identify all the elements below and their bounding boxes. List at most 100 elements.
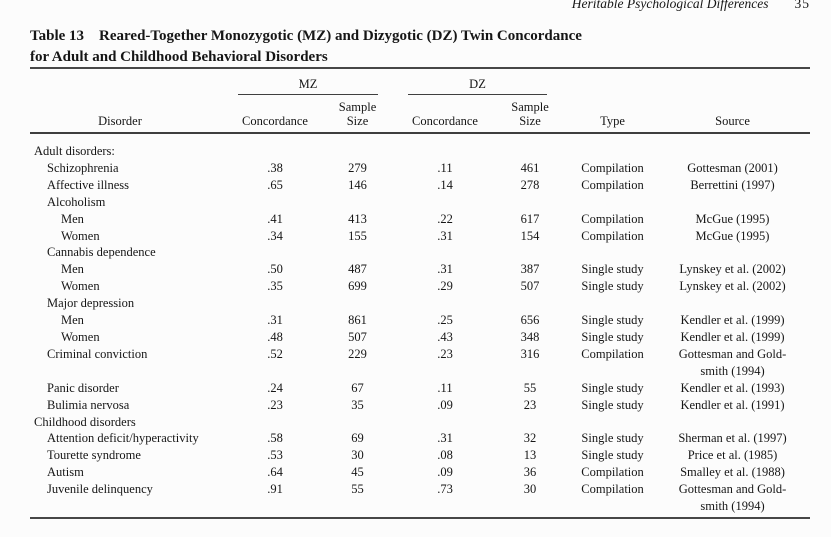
cell-dz-concordance: .29	[437, 279, 453, 294]
cell-disorder: Schizophrenia	[47, 160, 119, 175]
cell-mz-sample-size: 30	[351, 448, 364, 463]
table-row: Men .41 413 .22 617 Compilation McGue (1…	[30, 211, 810, 228]
cell-dz-concordance	[400, 133, 490, 160]
spanner-row: MZ DZ	[30, 68, 810, 95]
cell-disorder: Childhood disorders	[34, 414, 136, 429]
table-row: Men .31 861 .25 656 Single study Kendler…	[30, 312, 810, 329]
cell-source: Lynskey et al. (2002)	[679, 279, 786, 294]
column-header-mz-concordance: Concordance	[235, 95, 315, 134]
cell-source	[655, 133, 810, 160]
cell-dz-sample-size	[490, 414, 570, 431]
cell-source	[655, 295, 810, 312]
cell-mz-concordance: .58	[267, 431, 283, 446]
cell-dz-sample-size: 154	[520, 228, 540, 243]
cell-mz-concordance: .53	[267, 448, 283, 463]
table-caption-title-line1: Reared-Together Monozygotic (MZ) and Diz…	[99, 28, 582, 44]
cell-mz-concordance	[235, 194, 315, 211]
cell-dz-concordance	[400, 295, 490, 312]
cell-mz-sample-size: 229	[348, 346, 367, 361]
cell-disorder: Men	[61, 211, 84, 226]
cell-source	[655, 244, 810, 261]
cell-mz-concordance: .23	[267, 397, 283, 412]
cell-source: Price et al. (1985)	[687, 448, 778, 463]
cell-mz-concordance: .41	[267, 211, 283, 226]
cell-dz-sample-size: 278	[520, 177, 540, 192]
cell-type: Compilation	[581, 346, 644, 361]
cell-mz-concordance: .50	[267, 262, 283, 277]
cell-mz-concordance: .48	[267, 329, 283, 344]
cell-disorder: Women	[61, 228, 100, 243]
cell-dz-concordance: .23	[437, 346, 453, 361]
cell-dz-concordance: .09	[437, 397, 453, 412]
cell-type	[570, 414, 655, 431]
cell-type: Single study	[581, 313, 644, 328]
table-row: Bulimia nervosa .23 35 .09 23 Single stu…	[30, 397, 810, 414]
cell-type: Single study	[581, 448, 644, 463]
cell-mz-sample-size	[315, 133, 400, 160]
cell-dz-concordance: .22	[437, 211, 453, 226]
cell-mz-sample-size	[315, 295, 400, 312]
cell-source: McGue (1995)	[695, 228, 770, 243]
cell-dz-concordance: .31	[437, 228, 453, 243]
cell-mz-sample-size: 69	[351, 431, 364, 446]
spanner-empty	[570, 68, 655, 95]
table-row: Criminal conviction .52 229 .23 316 Comp…	[30, 346, 810, 380]
cell-type: Compilation	[581, 211, 644, 226]
cell-mz-sample-size: 146	[348, 177, 367, 192]
spanner-empty	[30, 68, 235, 95]
cell-disorder: Juvenile delinquency	[47, 482, 153, 497]
cell-dz-sample-size: 656	[520, 313, 540, 328]
cell-disorder: Cannabis dependence	[47, 245, 156, 260]
column-header-mz-sample-size: Sample Size	[315, 95, 400, 134]
cell-source: Lynskey et al. (2002)	[679, 262, 786, 277]
cell-disorder: Men	[61, 262, 84, 277]
table-caption: Table 13 Reared-Together Monozygotic (MZ)…	[30, 26, 690, 68]
column-header-source: Source	[655, 95, 811, 134]
cell-source: Kendler et al. (1991)	[680, 397, 785, 412]
cell-disorder: Major depression	[47, 296, 135, 311]
cell-dz-concordance: .11	[437, 380, 453, 395]
cell-source: Berrettini (1997)	[690, 177, 775, 192]
cell-disorder: Tourette syndrome	[47, 448, 141, 463]
cell-mz-concordance: .31	[267, 313, 283, 328]
cell-mz-sample-size: 55	[351, 482, 364, 497]
cell-dz-sample-size: 617	[520, 211, 540, 226]
cell-source: Sherman et al. (1997)	[678, 431, 787, 446]
table-row: Adult disorders:	[30, 133, 810, 160]
cell-disorder: Attention deficit/hyperactivity	[47, 431, 199, 446]
cell-mz-concordance: .91	[267, 482, 283, 497]
cell-type: Single study	[581, 329, 644, 344]
cell-mz-sample-size	[315, 244, 400, 261]
table-row: Attention deficit/hyperactivity .58 69 .…	[30, 430, 810, 447]
table-row: Schizophrenia .38 279 .11 461 Compilatio…	[30, 160, 810, 177]
cell-dz-concordance	[400, 194, 490, 211]
cell-mz-concordance: .24	[267, 380, 283, 395]
cell-type	[570, 295, 655, 312]
table-row: Men .50 487 .31 387 Single study Lynskey…	[30, 261, 810, 278]
cell-mz-concordance: .65	[267, 177, 283, 192]
table-row: Alcoholism	[30, 194, 810, 211]
page-number: 35	[794, 0, 810, 11]
cell-dz-concordance	[400, 244, 490, 261]
table-row: Autism .64 45 .09 36 Compilation Smalley…	[30, 464, 810, 481]
table-row: Juvenile delinquency .91 55 .73 30 Compi…	[30, 481, 810, 518]
column-header-disorder: Disorder	[30, 95, 235, 134]
cell-dz-concordance: .14	[437, 177, 453, 192]
cell-dz-concordance: .31	[437, 262, 453, 277]
cell-dz-concordance: .11	[437, 160, 453, 175]
table-row: Women .34 155 .31 154 Compilation McGue …	[30, 228, 810, 245]
cell-disorder: Criminal conviction	[47, 346, 148, 361]
cell-mz-sample-size	[315, 414, 400, 431]
cell-type	[570, 194, 655, 211]
cell-dz-sample-size	[490, 194, 570, 211]
table-row: Major depression	[30, 295, 810, 312]
cell-mz-concordance: .34	[267, 228, 283, 243]
cell-dz-concordance: .43	[437, 329, 453, 344]
cell-mz-concordance: .38	[267, 160, 283, 175]
dz-group-header: DZ	[400, 68, 570, 95]
cell-mz-concordance: .52	[267, 346, 283, 361]
cell-source: Gottesman (2001)	[687, 160, 778, 175]
cell-dz-sample-size: 36	[523, 465, 537, 480]
column-header-dz-concordance: Concordance	[400, 95, 490, 134]
cell-type: Single study	[581, 279, 644, 294]
